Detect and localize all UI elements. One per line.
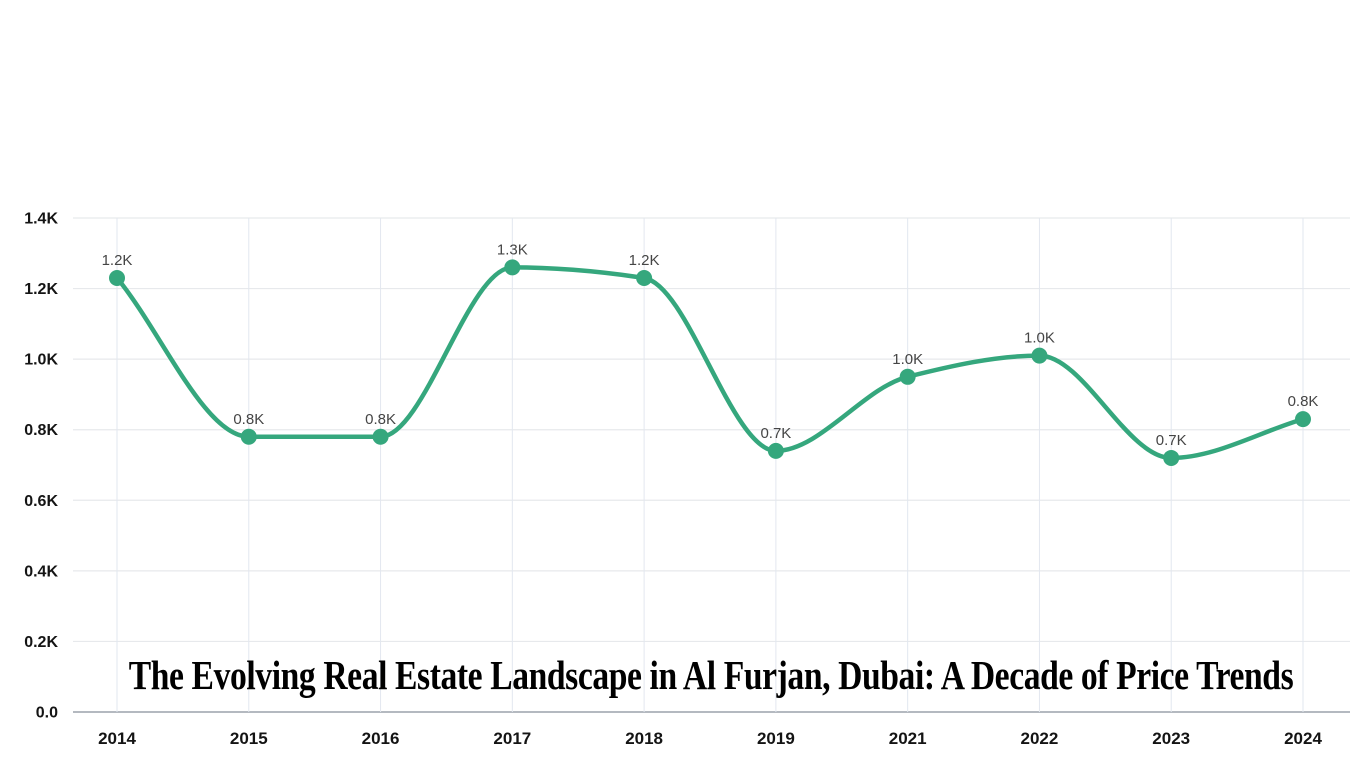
y-tick-label: 0.8K bbox=[24, 422, 58, 439]
data-point-marker bbox=[1031, 347, 1048, 364]
chart-title: The Evolving Real Estate Landscape in Al… bbox=[128, 652, 1294, 698]
x-tick-label: 2022 bbox=[1021, 729, 1059, 748]
data-point-marker bbox=[767, 442, 784, 459]
y-tick-label: 1.0K bbox=[24, 352, 58, 369]
y-tick-label: 0.6K bbox=[24, 493, 58, 510]
data-point-label: 0.7K bbox=[760, 425, 791, 442]
data-point-marker bbox=[372, 428, 389, 445]
data-point-label: 0.8K bbox=[1288, 393, 1319, 410]
y-tick-label: 0.4K bbox=[24, 563, 58, 580]
y-tick-label: 1.4K bbox=[24, 211, 58, 228]
data-point-marker bbox=[504, 259, 521, 276]
x-tick-label: 2014 bbox=[98, 729, 136, 748]
data-point-label: 0.7K bbox=[1156, 432, 1187, 449]
data-point-label: 1.0K bbox=[1024, 330, 1055, 347]
x-tick-label: 2016 bbox=[362, 729, 400, 748]
y-tick-label: 0.2K bbox=[24, 634, 58, 651]
data-point-marker bbox=[636, 269, 653, 286]
x-tick-label: 2024 bbox=[1284, 729, 1322, 748]
data-point-label: 1.2K bbox=[629, 252, 660, 269]
data-point-marker bbox=[240, 428, 257, 445]
x-tick-label: 2018 bbox=[625, 729, 663, 748]
data-point-marker bbox=[1163, 449, 1180, 466]
data-point-label: 1.0K bbox=[892, 351, 923, 368]
x-tick-label: 2019 bbox=[757, 729, 795, 748]
data-point-marker bbox=[1295, 411, 1311, 428]
data-point-label: 1.2K bbox=[102, 252, 133, 269]
y-tick-label: 0.0 bbox=[36, 705, 58, 722]
x-tick-label: 2017 bbox=[493, 729, 531, 748]
x-tick-label: 2021 bbox=[889, 729, 927, 748]
y-tick-label: 1.2K bbox=[24, 281, 58, 298]
trend-line bbox=[114, 265, 1306, 461]
data-point-marker bbox=[109, 269, 125, 286]
x-tick-label: 2023 bbox=[1152, 729, 1190, 748]
data-point-marker bbox=[899, 368, 916, 385]
data-point-label: 0.8K bbox=[365, 411, 396, 428]
data-point-label: 0.8K bbox=[233, 411, 264, 428]
x-tick-label: 2015 bbox=[230, 729, 268, 748]
data-point-label: 1.3K bbox=[497, 241, 528, 258]
